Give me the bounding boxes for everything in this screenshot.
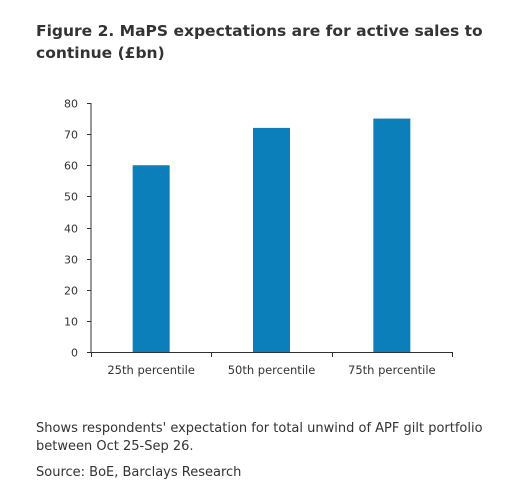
bar-2 (253, 127, 290, 353)
x-category-label: 75th percentile (348, 363, 436, 377)
y-tick-label: 50 (64, 191, 78, 204)
bar-1 (132, 165, 170, 352)
bars (132, 118, 411, 353)
y-tick-label: 20 (64, 285, 78, 298)
y-axis: 0 10 20 30 40 50 60 70 80 (64, 98, 92, 360)
y-tick-label: 80 (64, 98, 78, 111)
x-category-label: 50th percentile (228, 363, 316, 377)
chart-title: Figure 2. MaPS expectations are for acti… (36, 22, 483, 62)
y-tick-label: 10 (64, 316, 78, 329)
y-tick-label: 30 (64, 254, 78, 267)
bar-chart: 0 10 20 30 40 50 60 70 80 25th percentile 50th pe… (64, 98, 453, 377)
x-category-label: 25th percentile (107, 363, 195, 377)
y-tick-label: 40 (64, 223, 78, 236)
y-tick-label: 60 (64, 160, 78, 173)
chart-source: Source: BoE, Barclays Research (36, 465, 242, 480)
y-tick-label: 70 (64, 129, 78, 142)
chart-note: Shows respondents' expectation for total… (36, 421, 483, 454)
y-tick-label: 0 (71, 347, 78, 360)
bar-3 (373, 118, 411, 352)
x-axis: 25th percentile 50th percentile 75th perce… (91, 352, 453, 377)
